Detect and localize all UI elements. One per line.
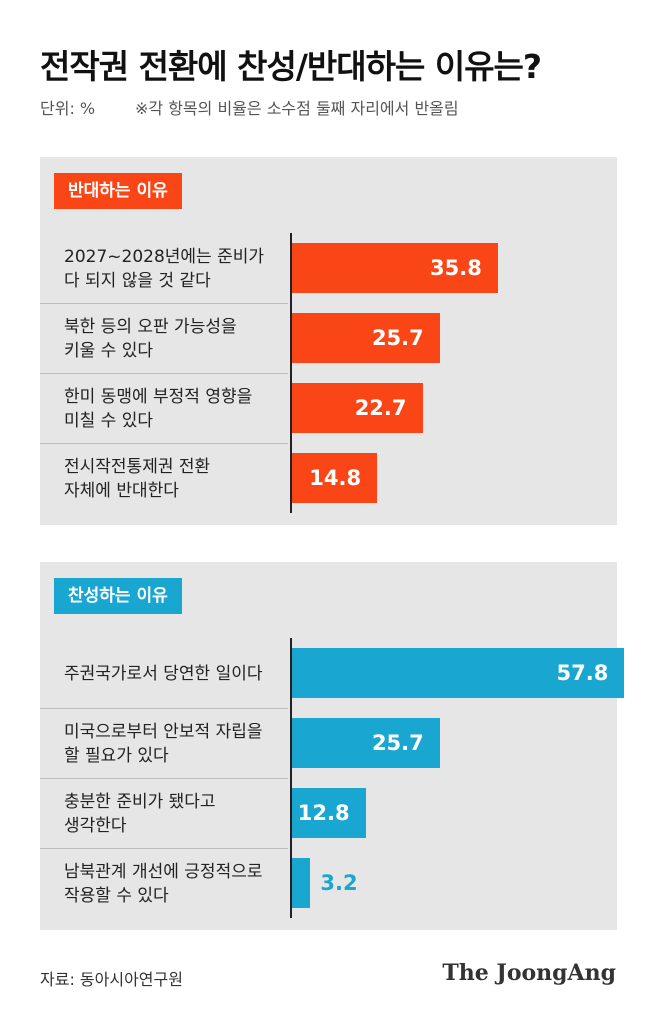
category-label-line: 할 필요가 있다 bbox=[64, 746, 169, 766]
support-bar-value: 3.2 bbox=[320, 871, 358, 895]
support-panel: 찬성하는 이유 주권국가로서 당연한 일이다 57.8 미국으로부터 안보적 자립을… bbox=[40, 562, 625, 930]
support-bar-value: 12.8 bbox=[297, 801, 350, 825]
category-label-line: 미국으로부터 안보적 자립을 bbox=[64, 722, 263, 742]
category-label-line: 미칠 수 있다 bbox=[64, 411, 154, 431]
publisher-logo: The JoongAng bbox=[442, 960, 616, 986]
category-label-line: 생각한다 bbox=[64, 816, 127, 836]
row-divider bbox=[40, 778, 288, 779]
support-row: 주권국가로서 당연한 일이다 57.8 bbox=[40, 638, 625, 708]
category-label-line: 다 되지 않을 것 같다 bbox=[64, 271, 211, 291]
support-category-label: 주권국가로서 당연한 일이다 bbox=[64, 662, 292, 686]
support-bar: 57.8 bbox=[292, 648, 625, 698]
row-divider bbox=[40, 303, 288, 304]
row-divider bbox=[40, 708, 288, 709]
oppose-bar: 14.8 bbox=[292, 453, 378, 503]
source-note: 자료: 동아시아연구원 bbox=[40, 970, 183, 989]
support-bar: 3.2 bbox=[292, 858, 358, 908]
category-label-line: 키울 수 있다 bbox=[64, 341, 154, 361]
category-label-line: 작용할 수 있다 bbox=[64, 886, 169, 906]
rounding-note: ※각 항목의 비율은 소수점 둘째 자리에서 반올림 bbox=[135, 99, 459, 118]
support-panel-title: 찬성하는 이유 bbox=[54, 578, 182, 614]
unit-label: 단위: % bbox=[40, 99, 96, 118]
support-bar: 25.7 bbox=[292, 718, 440, 768]
oppose-bar: 35.8 bbox=[292, 243, 498, 293]
row-divider bbox=[40, 443, 288, 444]
oppose-panel-title: 반대하는 이유 bbox=[54, 173, 182, 209]
oppose-bar-value: 14.8 bbox=[309, 466, 362, 490]
page-title: 전작권 전환에 찬성/반대하는 이유는? bbox=[40, 47, 542, 86]
category-label-line: 2027~2028년에는 준비가 bbox=[64, 247, 265, 267]
row-divider bbox=[40, 373, 288, 374]
category-label-line: 남북관계 개선에 긍정적으로 bbox=[64, 862, 263, 882]
oppose-bar: 22.7 bbox=[292, 383, 423, 433]
category-label-line: 주권국가로서 당연한 일이다 bbox=[64, 664, 263, 684]
category-label-line: 북한 등의 오판 가능성을 bbox=[64, 317, 237, 337]
support-bar-value: 57.8 bbox=[556, 661, 609, 685]
support-row: 충분한 준비가 됐다고 생각한다 12.8 bbox=[40, 778, 617, 848]
oppose-axis-line bbox=[290, 233, 292, 513]
oppose-bar-value: 35.8 bbox=[430, 256, 482, 280]
category-label-line: 전시작전통제권 전환 bbox=[64, 457, 211, 477]
support-axis-line bbox=[290, 638, 292, 918]
oppose-bar-value: 22.7 bbox=[354, 396, 407, 420]
oppose-bar: 25.7 bbox=[292, 313, 440, 363]
category-label-line: 자체에 반대한다 bbox=[64, 481, 179, 501]
category-label-line: 충분한 준비가 됐다고 bbox=[64, 792, 216, 812]
oppose-bar-value: 25.7 bbox=[371, 326, 424, 350]
support-bar-value: 25.7 bbox=[371, 731, 424, 755]
category-label-line: 한미 동맹에 부정적 영향을 bbox=[64, 387, 253, 407]
row-divider bbox=[40, 848, 288, 849]
support-bar: 12.8 bbox=[292, 788, 366, 838]
